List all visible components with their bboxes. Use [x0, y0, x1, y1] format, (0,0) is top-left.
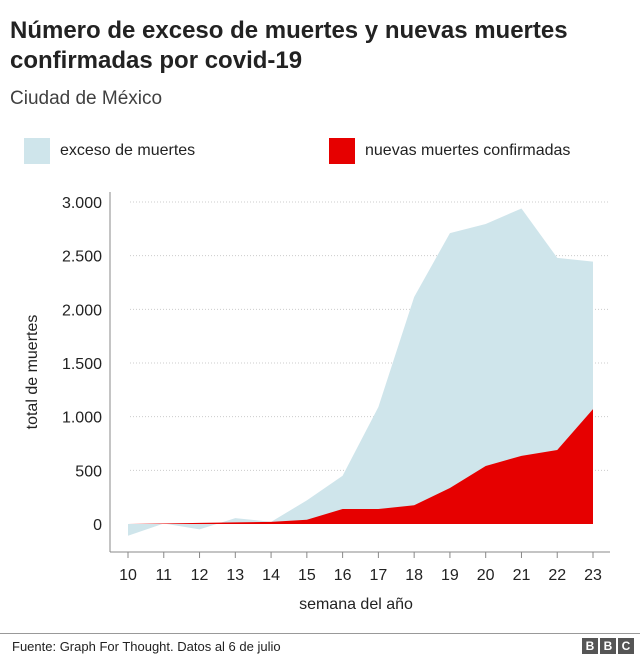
y-tick-label: 500 [75, 463, 102, 480]
x-tick-label: 13 [226, 567, 244, 584]
y-tick-label: 2.500 [62, 249, 102, 266]
area-excess-deaths [128, 208, 593, 536]
y-tick-label: 1.000 [62, 410, 102, 427]
y-tick-label: 3.000 [62, 195, 102, 212]
x-tick-label: 17 [369, 567, 387, 584]
x-tick-label: 16 [334, 567, 352, 584]
legend-swatch-excess [24, 138, 50, 164]
y-tick-label: 1.500 [62, 356, 102, 373]
area-confirmed-deaths [128, 409, 593, 524]
x-tick-label: 20 [477, 567, 495, 584]
x-tick-label: 11 [155, 567, 172, 584]
legend-item-excess: exceso de muertes [24, 138, 195, 164]
x-tick-label: 14 [262, 567, 280, 584]
legend-item-confirmed: nuevas muertes confirmadas [329, 138, 570, 164]
footer-divider [0, 633, 640, 634]
legend-label-excess: exceso de muertes [60, 142, 196, 159]
x-tick-label: 12 [191, 567, 209, 584]
x-tick-label: 19 [441, 567, 459, 584]
x-tick-label: 21 [513, 567, 531, 584]
x-tick-label: 23 [584, 567, 602, 584]
chart-svg: 0 500 1.000 1.500 2.000 2.500 3.000 10 11 12 13 14 1… [24, 192, 610, 613]
x-tick-label: 18 [405, 567, 423, 584]
legend-label-confirmed: nuevas muertes confirmadas [365, 142, 571, 159]
chart-title: Número de exceso de muertes y nuevas mue… [10, 17, 568, 74]
x-tick-label: 10 [119, 567, 137, 584]
x-tick-label: 15 [298, 567, 316, 584]
y-tick-label: 2.000 [62, 302, 102, 319]
source-note: Fuente: Graph For Thought. Datos al 6 de… [12, 639, 281, 654]
x-tick-label: 22 [548, 567, 566, 584]
y-tick-label: 0 [93, 517, 102, 534]
chart-subtitle: Ciudad de México [10, 88, 163, 109]
legend-swatch-confirmed [329, 138, 355, 164]
x-axis-label: semana del año [299, 596, 413, 613]
y-axis-label: total de muertes [24, 315, 41, 430]
